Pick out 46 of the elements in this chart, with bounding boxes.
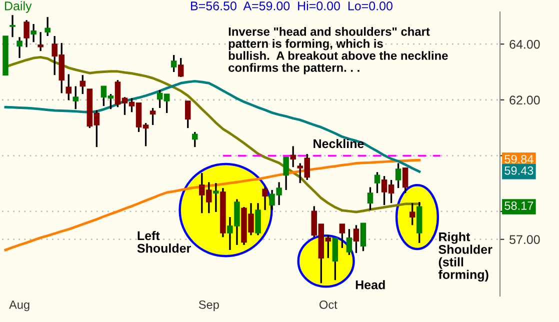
annotation: 59.84 <box>504 154 534 164</box>
annotation: Left Shoulder <box>137 230 191 253</box>
y-tick-label: 57.00 <box>510 235 540 244</box>
annotation: Inverse "head and shoulders" chart pattern is forming, which is bullish. A breakout above the neckline confirms the pattern. . . <box>228 27 448 74</box>
candlestick <box>178 57 184 78</box>
text: 58.17 <box>504 202 534 210</box>
candlestick <box>10 14 16 38</box>
candlestick <box>170 54 177 73</box>
candlestick <box>213 182 219 213</box>
y-tick-label: 62.00 <box>510 96 540 105</box>
candlestick <box>66 73 72 101</box>
candlestick <box>395 162 402 189</box>
candlestick <box>283 156 289 191</box>
candlestick <box>150 107 156 126</box>
candlestick <box>38 31 44 52</box>
x-tick-label: Aug <box>9 300 30 312</box>
candlestick <box>290 145 296 168</box>
candlestick <box>72 85 79 110</box>
candlestick <box>30 23 36 43</box>
candlestick <box>409 202 416 226</box>
annotation: Right Shoulder (still forming) <box>438 232 492 282</box>
candlestick <box>185 100 191 129</box>
candlestick <box>346 228 352 256</box>
candlestick <box>44 16 50 37</box>
annotation: 59.43 <box>504 166 534 175</box>
annotation: Neckline <box>314 138 364 148</box>
candlestick <box>255 202 261 236</box>
x-tick-label: Oct <box>320 300 338 309</box>
candlestick <box>367 186 374 211</box>
candlestick <box>16 36 22 59</box>
line-series <box>4 80 421 173</box>
chart-subtitle: B=56.50 A=59.00 Hi=0.00 Lo=0.00 <box>191 1 392 10</box>
annotation: Head <box>356 280 385 290</box>
candlestick <box>353 224 360 254</box>
candlestick <box>339 223 346 249</box>
candlestick <box>332 237 338 281</box>
candlestick <box>360 222 366 252</box>
chart-title: Daily <box>5 1 32 13</box>
candlestick <box>374 171 380 194</box>
candlestick <box>402 167 408 194</box>
candlestick <box>24 19 30 48</box>
x-tick-label: Sep <box>198 300 219 312</box>
candlestick <box>80 74 86 95</box>
candlestick <box>262 186 268 211</box>
y-tick-label: 64.00 <box>510 40 540 49</box>
candlestick <box>192 131 198 148</box>
